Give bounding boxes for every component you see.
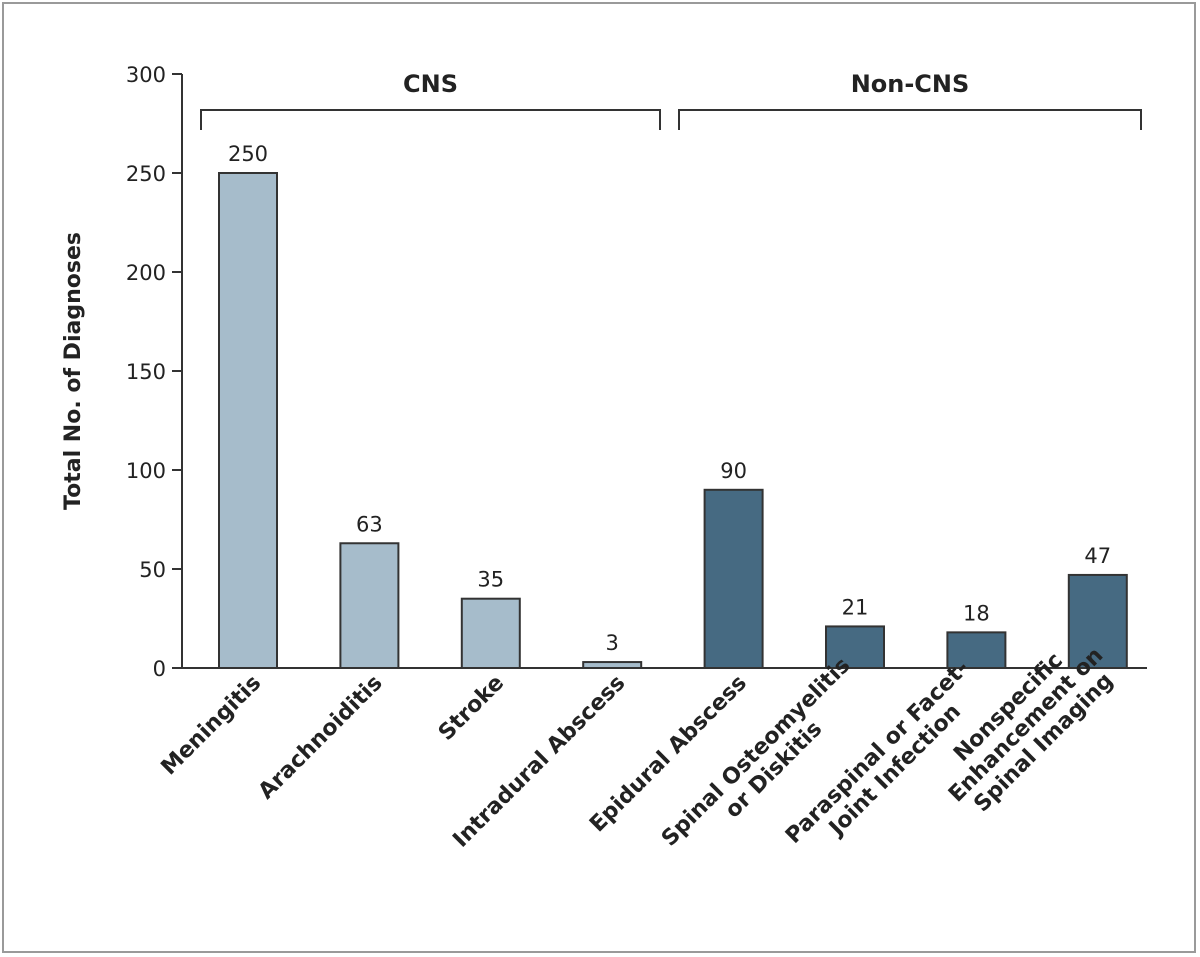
bar [460,597,521,670]
data-label: 47 [1084,544,1111,568]
data-label: 3 [606,631,619,655]
y-tick-label: 0 [153,657,166,681]
x-tick-label: Meningitis [157,671,267,781]
bar [582,661,643,669]
data-label: 18 [963,601,990,625]
y-tick-label: 200 [126,261,166,285]
x-tick-label: Stroke [434,671,509,746]
data-label: 35 [477,568,504,592]
group-bracket [200,109,661,130]
y-tick-label: 150 [126,360,166,384]
bar [946,631,1007,669]
x-tick-label-line: Stroke [434,671,509,746]
bar [825,625,885,669]
x-tick-label: Arachnoiditis [254,671,388,805]
bar [703,488,764,669]
bar [218,172,278,669]
group-label: Non-CNS [851,70,970,98]
y-tick-label: 50 [139,558,166,582]
data-label: 250 [228,142,268,166]
data-label: 63 [356,512,383,536]
group-brackets: CNS Non-CNS [200,70,1142,130]
y-tick-label: 250 [126,162,166,186]
y-tick-label: 300 [126,63,166,87]
y-tick-label: 100 [126,459,166,483]
group-bracket [678,109,1142,130]
bar [1067,573,1128,669]
y-axis-label: Total No. of Diagnoses [61,232,86,510]
data-label: 21 [842,595,869,619]
x-tick-label-line: Meningitis [157,671,267,781]
bar [339,542,400,670]
x-tick-label-line: Arachnoiditis [254,671,388,805]
bars: 250 63 35 3 90 21 18 47 [218,142,1128,670]
group-label: CNS [403,70,458,98]
data-label: 90 [720,459,747,483]
y-axis: 0 50 100 150 200 250 300 [126,63,1147,681]
